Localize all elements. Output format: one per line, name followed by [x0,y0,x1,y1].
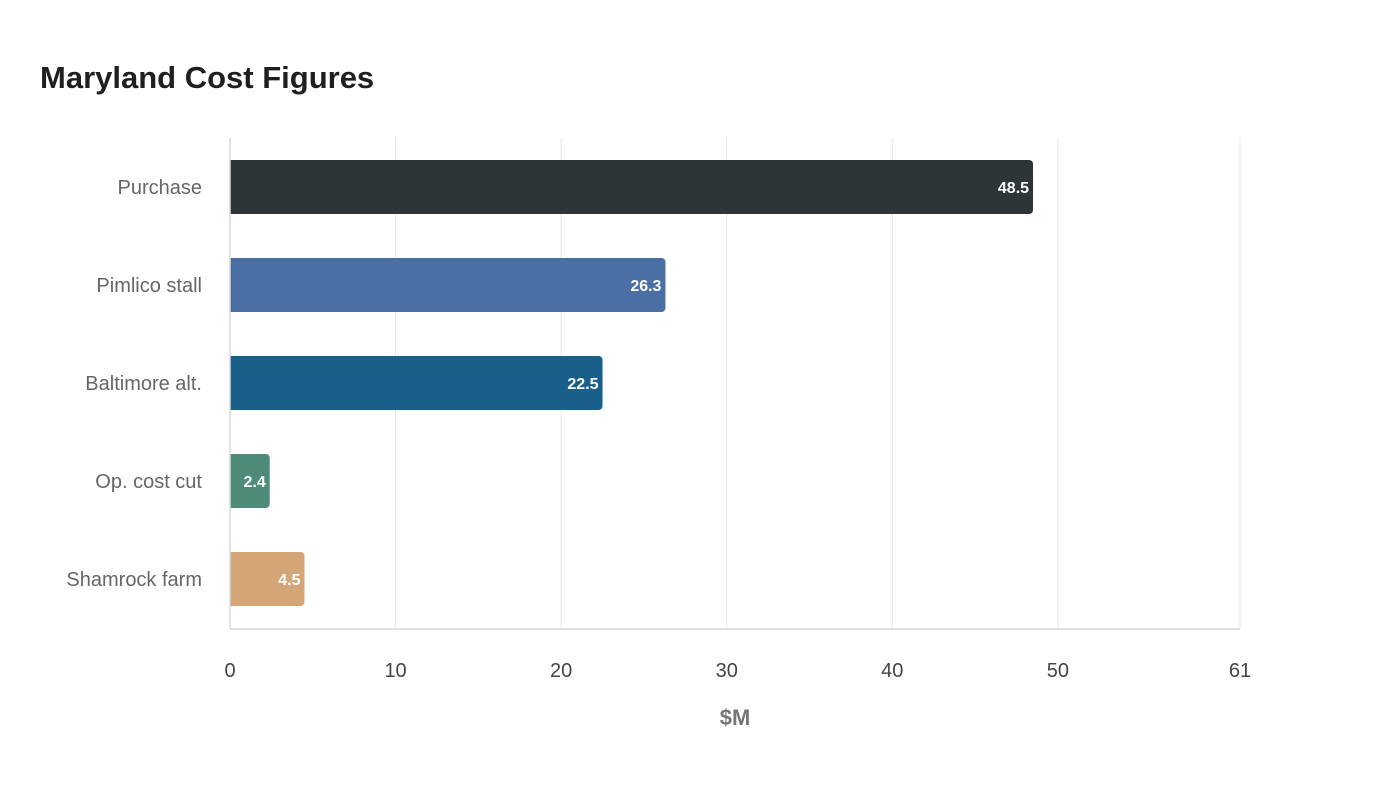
bar-base [230,258,236,312]
bar-value-label: 22.5 [567,376,598,393]
x-tick-label: 30 [716,660,738,682]
bar [230,454,270,508]
bar-base [230,552,236,606]
x-tick-label: 20 [550,660,572,682]
category-label: Pimlico stall [96,275,202,297]
x-tick-label: 10 [384,660,406,682]
x-tick-label: 61 [1229,660,1251,682]
bar [230,356,603,410]
category-label: Baltimore alt. [85,373,202,395]
bar-value-label: 48.5 [998,180,1029,197]
x-tick-labels: 0 10 20 30 40 50 61 [224,660,1251,682]
bars: 48.5 26.3 22.5 2.4 4.5 [230,160,1034,606]
category-label: Op. cost cut [95,471,202,493]
bar [230,258,666,312]
x-axis-title: $M [720,705,751,730]
x-tick-label: 50 [1047,660,1069,682]
bar [230,160,1034,214]
bar-value-label: 2.4 [243,474,265,491]
category-labels: Purchase Pimlico stall Baltimore alt. Op. c… [66,177,202,591]
category-label: Purchase [118,177,203,199]
chart-title: Maryland Cost Figures [40,60,375,95]
bar-value-label: 4.5 [278,572,300,589]
bar-base [230,160,236,214]
x-tick-label: 0 [224,660,235,682]
category-label: Shamrock farm [66,569,202,591]
bar-value-label: 26.3 [630,278,661,295]
x-tick-label: 40 [881,660,903,682]
bar-base [230,454,236,508]
bar-base [230,356,236,410]
bar [230,552,305,606]
